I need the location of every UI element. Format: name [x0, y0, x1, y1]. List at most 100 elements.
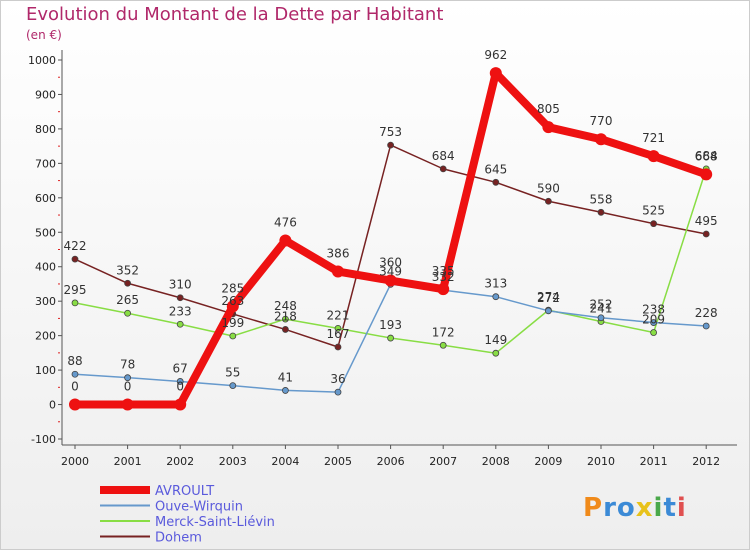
logo-letter: r: [603, 493, 617, 523]
data-label: 525: [642, 204, 665, 218]
x-tick-label: 2000: [61, 455, 89, 468]
data-point: [650, 319, 657, 326]
y-tick-label: 100: [35, 364, 56, 377]
data-label: 590: [537, 181, 560, 195]
data-point: [124, 374, 131, 382]
proxiti-logo: Proxiti: [583, 493, 687, 523]
data-label: 55: [225, 366, 240, 380]
data-label: 272: [537, 291, 560, 305]
y-tick-label: 300: [35, 295, 56, 308]
data-point: [69, 398, 81, 411]
legend-item: Dohem: [100, 531, 202, 546]
y-tick-label: 600: [35, 192, 56, 205]
data-label: 263: [221, 294, 244, 308]
legend-item: AVROULT: [100, 484, 214, 499]
x-tick-label: 2008: [482, 455, 510, 468]
x-tick-label: 2010: [587, 455, 615, 468]
data-label: 684: [695, 149, 718, 163]
data-label: 668: [695, 149, 718, 163]
y-tick-label: 1000: [28, 54, 56, 67]
logo-letter: x: [635, 493, 654, 523]
logo-letter: P: [583, 493, 604, 523]
data-label: 285: [221, 281, 244, 295]
data-label: 241: [590, 302, 613, 316]
data-point: [279, 234, 292, 247]
data-point: [174, 398, 187, 411]
data-point: [489, 67, 502, 80]
data-label: 335: [432, 264, 455, 278]
data-point: [387, 334, 395, 342]
data-label: 172: [432, 325, 455, 339]
data-label: 962: [484, 48, 507, 62]
data-label: 313: [484, 277, 507, 291]
x-tick-label: 2001: [114, 455, 142, 468]
data-point: [176, 378, 184, 385]
data-label: 88: [67, 354, 82, 368]
data-point: [281, 387, 289, 394]
y-tick-label: 400: [35, 261, 56, 274]
data-label: 805: [537, 102, 560, 116]
data-label: 67: [173, 361, 188, 375]
data-label: 167: [327, 327, 350, 341]
data-point: [545, 197, 552, 205]
data-point: [334, 325, 342, 332]
series-avroult: [69, 67, 713, 411]
data-point: [124, 309, 131, 317]
data-label: 495: [695, 214, 718, 228]
x-tick-label: 2006: [377, 455, 405, 468]
data-label: 332: [432, 270, 455, 284]
y-tick-label: -100: [31, 433, 56, 446]
data-point: [492, 349, 500, 357]
data-label: 558: [590, 192, 613, 206]
data-point: [229, 382, 237, 389]
data-point: [387, 141, 395, 149]
x-tick-label: 2004: [271, 455, 299, 468]
x-tick-label: 2003: [219, 455, 247, 468]
data-label: 310: [169, 278, 192, 292]
y-tick-label: 500: [35, 226, 56, 239]
data-point: [702, 230, 710, 238]
logo-letter: t: [663, 493, 677, 523]
x-tick-label: 2009: [534, 455, 562, 468]
data-point: [597, 314, 605, 322]
data-label: 149: [484, 333, 507, 347]
data-label: 0: [124, 380, 132, 394]
legend-label: Dohem: [155, 531, 202, 546]
data-label: 265: [116, 293, 139, 307]
data-label: 476: [274, 216, 297, 230]
data-point: [281, 326, 289, 333]
data-label: 238: [642, 303, 665, 317]
data-point: [71, 255, 79, 263]
data-point: [229, 332, 237, 340]
legend-label: Merck-Saint-Liévin: [155, 515, 275, 530]
data-point: [647, 150, 660, 163]
data-label: 360: [379, 256, 402, 270]
data-point: [492, 293, 500, 301]
data-label: 352: [116, 263, 139, 277]
data-label: 770: [590, 114, 613, 128]
series-dohem: [71, 141, 710, 351]
y-tick-label: 900: [35, 88, 56, 101]
data-point: [437, 283, 450, 296]
data-label: 274: [537, 290, 560, 304]
logo-letter: i: [653, 493, 664, 523]
data-point: [124, 279, 131, 287]
data-label: 218: [274, 309, 297, 323]
data-point: [702, 322, 710, 330]
x-tick-label: 2005: [324, 455, 352, 468]
data-point: [492, 178, 500, 186]
data-label: 199: [221, 316, 244, 330]
x-tick-label: 2011: [640, 455, 668, 468]
data-point: [71, 299, 79, 307]
x-tick-label: 2007: [429, 455, 457, 468]
data-label: 684: [432, 149, 455, 163]
data-point: [226, 300, 239, 313]
data-point: [597, 208, 605, 216]
data-label: 0: [71, 380, 79, 394]
data-label: 645: [484, 162, 507, 176]
data-point: [71, 370, 79, 378]
chart-title: Evolution du Montant de la Dette par Hab…: [26, 4, 444, 25]
data-label: 753: [379, 125, 402, 139]
data-label: 209: [642, 313, 665, 327]
